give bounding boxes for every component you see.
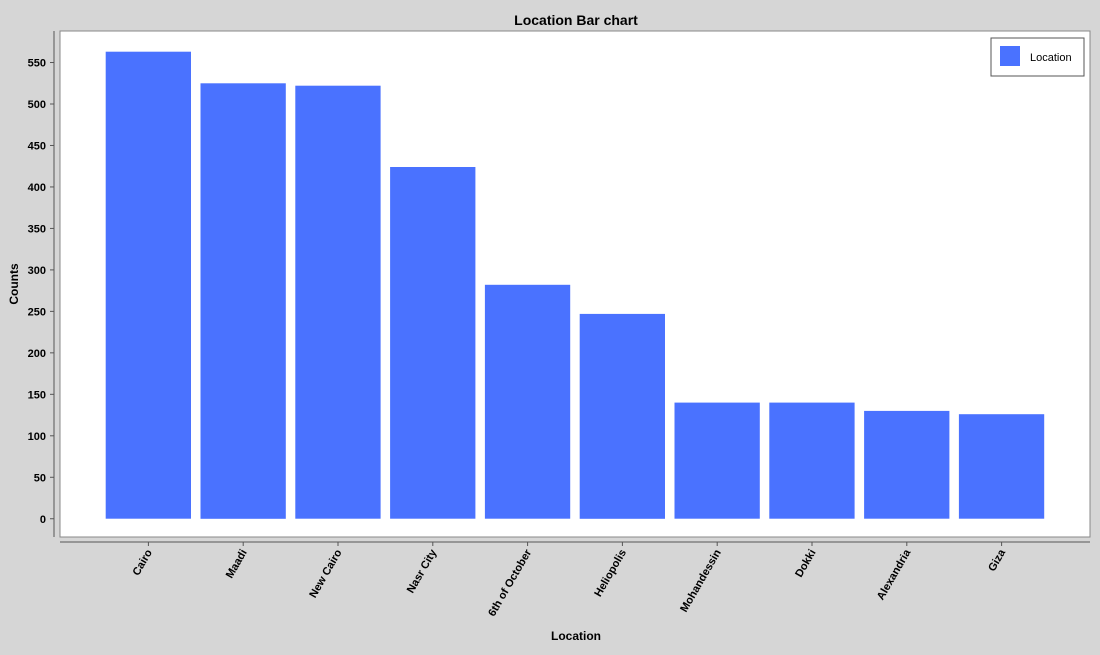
x-tick-label: Mohandessin bbox=[678, 547, 724, 614]
x-tick-label: Dokki bbox=[793, 548, 818, 580]
y-tick-label: 300 bbox=[28, 265, 46, 277]
y-tick-label: 200 bbox=[28, 348, 46, 360]
bar-new-cairo bbox=[295, 85, 381, 519]
x-tick-label: Nasr City bbox=[405, 547, 440, 596]
x-tick-label: New Cairo bbox=[307, 547, 344, 600]
y-tick-label: 250 bbox=[28, 306, 46, 318]
chart-title: Location Bar chart bbox=[514, 12, 638, 28]
y-tick-label: 550 bbox=[28, 58, 46, 70]
bars bbox=[105, 51, 1045, 519]
bar-alexandria bbox=[864, 410, 950, 519]
y-tick-label: 100 bbox=[28, 431, 46, 443]
bar-cairo bbox=[105, 51, 191, 519]
x-tick-label: Giza bbox=[986, 547, 1008, 574]
x-tick-label: Alexandria bbox=[875, 547, 914, 602]
y-axis-label: Counts bbox=[7, 263, 21, 305]
x-axis-ticks: Cairo Maadi New Cairo Nasr City 6th of Octob… bbox=[131, 542, 1009, 619]
bar-maadi bbox=[200, 83, 286, 519]
y-tick-label: 150 bbox=[28, 389, 46, 401]
bar-giza bbox=[958, 414, 1045, 519]
y-tick-label: 350 bbox=[28, 223, 46, 235]
y-tick-label: 50 bbox=[34, 472, 46, 484]
y-tick-label: 500 bbox=[28, 99, 46, 111]
legend-swatch bbox=[1000, 46, 1020, 66]
x-tick-label: Cairo bbox=[131, 547, 156, 578]
bar-6th-of-october bbox=[484, 284, 571, 519]
legend-label: Location bbox=[1030, 52, 1072, 64]
bar-nasr-city bbox=[390, 167, 476, 519]
y-tick-label: 450 bbox=[28, 140, 46, 152]
bar-heliopolis bbox=[579, 313, 665, 519]
y-axis-ticks: 0 50 100 150 200 250 300 350 400 450 500 550 bbox=[28, 58, 54, 526]
y-tick-label: 400 bbox=[28, 182, 46, 194]
bar-mohandessin bbox=[674, 402, 760, 519]
x-tick-label: Heliopolis bbox=[592, 548, 629, 600]
x-tick-label: 6th of October bbox=[486, 547, 534, 619]
legend: Location bbox=[990, 37, 1085, 77]
y-tick-label: 0 bbox=[40, 514, 46, 526]
x-axis-label: Location bbox=[551, 629, 601, 643]
bar-dokki bbox=[769, 402, 855, 519]
x-tick-label: Maadi bbox=[224, 548, 250, 581]
